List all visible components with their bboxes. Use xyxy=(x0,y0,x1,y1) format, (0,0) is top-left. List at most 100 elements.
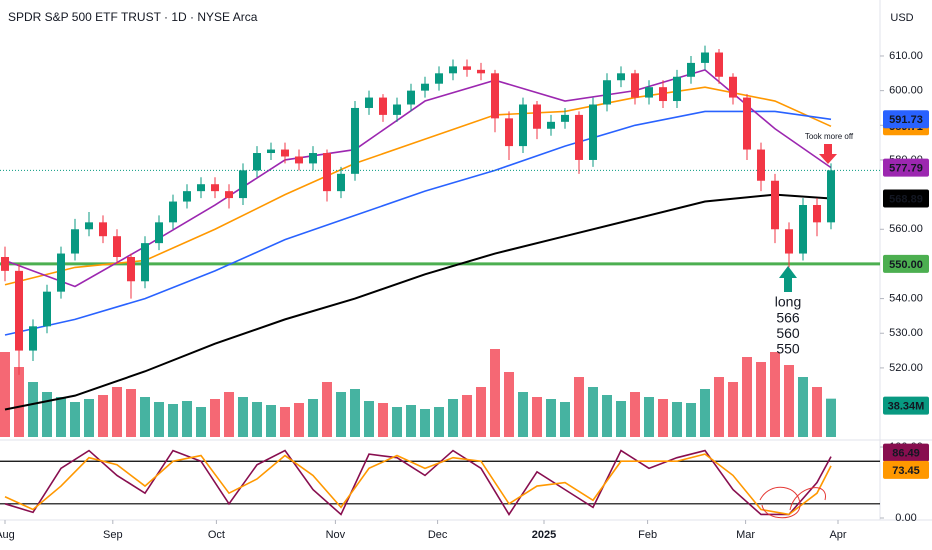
candle-body xyxy=(309,153,317,164)
ma-badge: 591.73 xyxy=(889,114,923,126)
candle-body xyxy=(253,153,261,171)
candle-body xyxy=(141,243,149,282)
volume-bar xyxy=(280,407,290,437)
annotation: 550 xyxy=(776,341,800,357)
volume-bar xyxy=(546,399,556,437)
volume-bar xyxy=(742,357,752,437)
candle-body xyxy=(813,205,821,223)
annotation: long xyxy=(775,294,801,310)
stoch-badge-bg xyxy=(883,460,929,479)
candle-body xyxy=(323,153,331,192)
volume-bar xyxy=(616,401,626,437)
volume-bar xyxy=(196,407,206,437)
ma-badge-bg xyxy=(883,189,929,208)
ma-badge-bg xyxy=(883,110,929,129)
volume-bar xyxy=(14,367,24,437)
x-tick-label: Nov xyxy=(326,529,346,541)
volume-bar xyxy=(350,389,360,437)
candle-body xyxy=(267,149,275,154)
x-tick-label: Feb xyxy=(638,529,657,541)
volume-bar xyxy=(70,402,80,437)
candle-body xyxy=(421,83,429,91)
stoch-line xyxy=(4,453,832,516)
level-badge-bg xyxy=(883,254,929,273)
candle-body xyxy=(43,291,51,327)
volume-bar xyxy=(154,402,164,437)
volume-bar xyxy=(420,409,430,437)
candle-body xyxy=(799,205,807,254)
candle-body xyxy=(99,222,107,237)
candle-body xyxy=(477,69,485,74)
candle-body xyxy=(589,104,597,160)
chart-title: SPDR S&P 500 ETF TRUST · 1D · NYSE Arca xyxy=(8,10,258,24)
volume-bar xyxy=(322,382,332,437)
volume-bar xyxy=(42,392,52,437)
y-tick-label: 540.00 xyxy=(889,292,923,304)
volume-bar xyxy=(56,397,66,437)
volume-bar xyxy=(0,352,10,437)
candle-body xyxy=(85,222,93,230)
volume-bar xyxy=(826,398,836,437)
candle-body xyxy=(533,104,541,129)
volume-bar xyxy=(448,399,458,437)
candle-body xyxy=(365,97,373,108)
volume-bar xyxy=(784,365,794,437)
volume-bar xyxy=(714,377,724,437)
candle-body xyxy=(29,326,37,351)
y-tick-label: 560.00 xyxy=(889,223,923,235)
candle-body xyxy=(127,256,135,282)
candle-body xyxy=(351,107,359,174)
volume-bar xyxy=(98,395,108,437)
candle-body xyxy=(393,104,401,115)
candle-body xyxy=(491,73,499,119)
y-tick-label: 600.00 xyxy=(889,85,923,97)
candle-body xyxy=(15,270,23,351)
ma-badge: 577.79 xyxy=(889,163,923,175)
y-tick-label: 520.00 xyxy=(889,362,923,374)
candle-body xyxy=(337,173,345,192)
annotation-arrow xyxy=(779,266,797,292)
annotation-arrow xyxy=(819,144,837,164)
candle-body xyxy=(757,149,765,181)
candle-body xyxy=(827,170,835,223)
ma-badge: 568.89 xyxy=(889,193,923,205)
candle-body xyxy=(71,229,79,254)
candle-body xyxy=(547,121,555,129)
volume-bar xyxy=(700,389,710,437)
currency-label: USD xyxy=(890,12,913,24)
volume-bar xyxy=(630,392,640,437)
volume-bar xyxy=(812,387,822,437)
volume-bar xyxy=(308,399,318,437)
hand-circle xyxy=(789,487,826,511)
annotation: 566 xyxy=(776,310,800,326)
candle-body xyxy=(659,87,667,102)
x-tick-label: Mar xyxy=(736,529,755,541)
volume-bar xyxy=(140,397,150,437)
candle-body xyxy=(785,229,793,254)
stoch-badge-bg xyxy=(883,443,929,462)
volume-bar xyxy=(490,349,500,437)
volume-bar xyxy=(126,389,136,437)
volume-bar xyxy=(112,387,122,437)
candle-body xyxy=(701,52,709,63)
candle-body xyxy=(575,114,583,160)
x-tick-label: Aug xyxy=(0,529,15,541)
candle-body xyxy=(407,90,415,105)
volume-bar xyxy=(476,387,486,437)
candle-body xyxy=(729,76,737,98)
candle-body xyxy=(295,156,303,164)
moving-average xyxy=(4,193,832,411)
volume-bar xyxy=(238,397,248,437)
x-tick-label: Oct xyxy=(208,529,225,541)
candle-body xyxy=(435,73,443,84)
moving-average xyxy=(4,68,832,288)
candle-body xyxy=(379,97,387,115)
volume-bar xyxy=(462,395,472,437)
volume-bar xyxy=(28,382,38,437)
candle-body xyxy=(687,62,695,77)
volume-bar xyxy=(686,403,696,437)
candle-body xyxy=(211,184,219,192)
candle-body xyxy=(603,80,611,105)
candle-body xyxy=(673,76,681,102)
ma-badge-bg xyxy=(883,158,929,177)
